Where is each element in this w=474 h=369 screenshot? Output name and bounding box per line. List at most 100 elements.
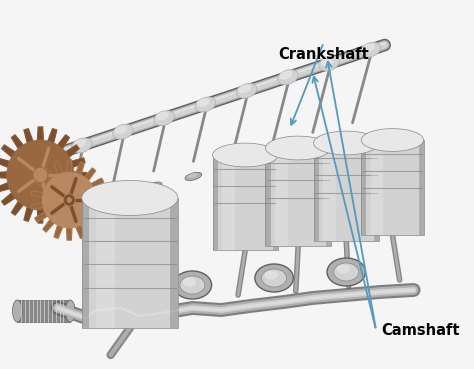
Ellipse shape <box>113 124 133 139</box>
Ellipse shape <box>106 276 144 304</box>
Ellipse shape <box>116 283 129 292</box>
FancyBboxPatch shape <box>212 155 278 250</box>
Ellipse shape <box>154 111 174 125</box>
Bar <box>419 140 424 235</box>
Polygon shape <box>76 225 84 238</box>
Ellipse shape <box>148 183 157 187</box>
Ellipse shape <box>115 125 128 134</box>
Bar <box>374 143 379 241</box>
Text: Camshaft: Camshaft <box>381 323 459 338</box>
Circle shape <box>33 167 48 183</box>
Ellipse shape <box>73 139 86 148</box>
Bar <box>273 155 278 250</box>
Ellipse shape <box>112 281 137 299</box>
Polygon shape <box>0 172 7 178</box>
Ellipse shape <box>68 202 78 207</box>
Ellipse shape <box>12 300 22 322</box>
Ellipse shape <box>361 129 424 151</box>
Polygon shape <box>91 178 103 189</box>
Ellipse shape <box>225 163 242 171</box>
Ellipse shape <box>108 193 118 197</box>
Polygon shape <box>35 178 47 189</box>
Ellipse shape <box>66 201 82 210</box>
Text: Crankshaft: Crankshaft <box>278 48 369 62</box>
Polygon shape <box>72 158 85 167</box>
Ellipse shape <box>320 57 334 66</box>
Ellipse shape <box>173 271 211 299</box>
Polygon shape <box>37 210 43 223</box>
Polygon shape <box>58 201 69 215</box>
Ellipse shape <box>344 134 361 142</box>
Ellipse shape <box>185 172 202 180</box>
Ellipse shape <box>327 258 365 286</box>
Ellipse shape <box>195 97 216 112</box>
Ellipse shape <box>319 56 339 71</box>
Bar <box>326 148 331 246</box>
Polygon shape <box>2 193 15 205</box>
Polygon shape <box>58 135 69 149</box>
Bar <box>265 148 271 246</box>
Bar <box>314 143 319 241</box>
Ellipse shape <box>212 143 278 167</box>
Ellipse shape <box>267 154 277 158</box>
Polygon shape <box>84 168 95 180</box>
Ellipse shape <box>255 264 293 292</box>
Ellipse shape <box>228 163 237 168</box>
Circle shape <box>66 197 72 203</box>
Ellipse shape <box>264 270 278 279</box>
FancyBboxPatch shape <box>361 140 424 235</box>
Polygon shape <box>2 145 15 157</box>
Bar <box>18 300 70 322</box>
Polygon shape <box>66 193 79 205</box>
Ellipse shape <box>72 138 92 153</box>
Circle shape <box>37 172 44 179</box>
Polygon shape <box>31 191 43 198</box>
Polygon shape <box>48 129 57 143</box>
Ellipse shape <box>362 44 375 52</box>
Circle shape <box>64 194 75 206</box>
Ellipse shape <box>156 112 169 121</box>
Polygon shape <box>54 162 63 175</box>
Ellipse shape <box>262 269 287 287</box>
Polygon shape <box>95 191 108 198</box>
Polygon shape <box>54 225 63 238</box>
Ellipse shape <box>180 276 205 294</box>
FancyBboxPatch shape <box>265 148 331 246</box>
Ellipse shape <box>278 70 298 85</box>
Polygon shape <box>0 183 9 192</box>
Bar <box>275 148 288 246</box>
Polygon shape <box>72 183 85 192</box>
Polygon shape <box>91 211 103 222</box>
Ellipse shape <box>307 144 317 149</box>
Polygon shape <box>48 207 57 221</box>
Polygon shape <box>35 211 47 222</box>
Circle shape <box>7 140 74 210</box>
Ellipse shape <box>347 134 356 139</box>
Bar <box>170 198 178 328</box>
Bar <box>361 140 366 235</box>
Ellipse shape <box>237 83 257 98</box>
Polygon shape <box>67 228 72 240</box>
Bar <box>371 140 383 235</box>
Circle shape <box>42 172 96 228</box>
Ellipse shape <box>65 300 75 322</box>
Polygon shape <box>95 202 108 209</box>
Bar <box>96 198 116 328</box>
Polygon shape <box>43 220 54 232</box>
Polygon shape <box>24 207 33 221</box>
Ellipse shape <box>314 131 379 155</box>
Polygon shape <box>84 220 95 232</box>
Polygon shape <box>43 168 54 180</box>
Polygon shape <box>31 202 43 209</box>
Ellipse shape <box>183 277 196 286</box>
Polygon shape <box>66 145 79 157</box>
Ellipse shape <box>264 153 282 161</box>
Ellipse shape <box>105 192 122 200</box>
Ellipse shape <box>197 98 210 107</box>
Ellipse shape <box>265 136 331 160</box>
Bar <box>323 143 337 241</box>
Polygon shape <box>76 162 84 175</box>
FancyBboxPatch shape <box>314 143 379 241</box>
Bar <box>82 198 90 328</box>
Polygon shape <box>0 158 9 167</box>
